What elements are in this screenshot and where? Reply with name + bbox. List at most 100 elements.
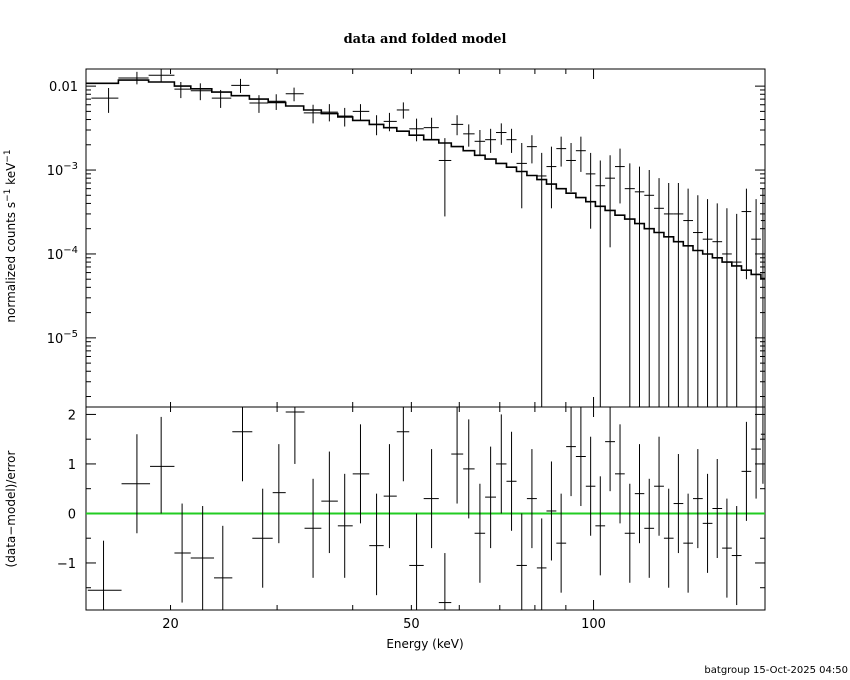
spectrum-data-point — [585, 152, 596, 229]
residual-data-point — [232, 407, 253, 482]
top-y-tick-label: 10−4 — [47, 245, 78, 263]
spectrum-data-point — [605, 155, 615, 248]
spectrum-data-point — [485, 128, 497, 153]
top-panel-frame — [85, 68, 766, 408]
residual-data-point — [352, 424, 370, 524]
bottom-panel-frame — [85, 406, 766, 611]
spectrum-data-point — [546, 146, 557, 209]
residual-data-point — [683, 493, 694, 593]
spectrum-data-point — [463, 124, 475, 147]
residual-data-point — [463, 419, 475, 519]
residual-data-point — [526, 449, 537, 549]
spectrum-data-point — [285, 87, 304, 102]
spectrum-data-point — [614, 148, 625, 204]
top-y-tick-label: 10−3 — [47, 161, 78, 179]
bottom-y-tick-label: −1 — [57, 557, 76, 572]
footer-timestamp: batgroup 15-Oct-2025 04:50 — [704, 665, 848, 676]
folded-model-step-line — [86, 79, 765, 280]
top-data-series — [91, 69, 765, 407]
residual-data-point — [474, 483, 486, 583]
spectrum-data-point — [575, 136, 586, 172]
spectrum-data-point — [409, 118, 424, 142]
spectrum-data-point — [751, 199, 761, 407]
residual-data-point — [337, 473, 353, 578]
residual-data-point — [369, 493, 384, 596]
residual-data-point — [644, 478, 655, 578]
tick-base: 10 — [47, 164, 64, 179]
residual-data-point — [87, 540, 122, 610]
residual-data-point — [731, 506, 742, 606]
spectrum-data-point — [369, 115, 384, 136]
residual-data-point — [272, 444, 286, 544]
residual-data-point — [614, 424, 625, 524]
residual-data-point — [595, 476, 606, 576]
ylabel-part-a: normalized counts s — [4, 202, 18, 323]
spectrum-data-point — [496, 123, 507, 145]
residual-data-point — [190, 506, 215, 610]
residual-data-point — [673, 454, 684, 554]
residual-data-point — [634, 444, 645, 544]
bottom-y-tick-label: 2 — [68, 408, 76, 423]
spectrum-data-point — [438, 138, 452, 217]
spectrum-data-point — [423, 117, 439, 140]
residual-data-point — [751, 407, 761, 499]
residual-data-point — [252, 488, 273, 588]
residual-data-point — [624, 483, 635, 583]
residual-data-point — [536, 518, 547, 610]
bottom-ytick-labels: 2 1 0 −1 — [57, 408, 76, 572]
tick-base: 10 — [47, 332, 64, 347]
spectrum-data-point — [741, 188, 752, 280]
x-tick-labels: 20 50 100 — [162, 617, 606, 632]
top-axis-ticks — [86, 69, 765, 407]
spectrum-data-point — [249, 95, 269, 113]
ylabel-part-a-sup: −1 — [3, 189, 13, 202]
spectrum-data-point — [702, 199, 713, 407]
spectrum-data-point — [321, 104, 338, 122]
spectrum-data-point — [303, 104, 322, 124]
residual-data-point — [496, 414, 507, 514]
residual-data-point — [174, 503, 191, 603]
residual-data-point — [556, 493, 567, 593]
tick-base: 10 — [47, 248, 64, 263]
spectrum-data-point — [118, 71, 149, 85]
bottom-panel: 2 1 0 −1 20 50 100 (data−model)/error Energy … — [4, 406, 766, 651]
residual-data-point — [722, 498, 732, 598]
residual-data-point — [321, 451, 338, 554]
spectrum-data-point — [624, 163, 635, 407]
residual-data-point — [409, 513, 424, 610]
spectrum-data-point — [536, 152, 547, 407]
spectrum-data-point — [731, 213, 742, 407]
spectrum-data-point — [760, 188, 765, 407]
residual-data-point — [438, 553, 452, 610]
residual-data-point — [485, 446, 497, 549]
top-y-axis-label: normalized counts s−1 keV−1 — [3, 149, 18, 322]
spectrum-data-point — [566, 143, 576, 192]
spectrum-data-point — [174, 81, 191, 99]
top-y-tick-label: 0.01 — [49, 80, 78, 95]
residual-data-point — [566, 407, 576, 497]
spectrum-data-point — [506, 128, 517, 153]
bottom-axis-ticks — [86, 407, 765, 610]
spectrum-data-point — [91, 87, 119, 113]
spectrum-data-point — [474, 130, 486, 156]
tick-base: 0.01 — [49, 80, 78, 95]
spectrum-data-point — [673, 183, 684, 407]
residual-data-point — [741, 421, 752, 521]
bottom-y-tick-label: 0 — [68, 507, 76, 522]
spectrum-data-point — [516, 143, 527, 209]
spectrum-data-point — [654, 178, 664, 407]
spectrum-data-point — [663, 183, 674, 407]
spectrum-data-point — [231, 78, 250, 93]
spectrum-data-point — [211, 89, 232, 108]
tick-exponent: −5 — [63, 329, 78, 340]
residual-data-point — [605, 407, 615, 492]
spectrum-data-point — [595, 160, 606, 407]
residual-data-point — [396, 407, 410, 482]
ylabel-part-b: keV — [4, 162, 18, 189]
residual-data-point — [150, 416, 175, 514]
residual-data-point — [585, 436, 596, 536]
spectrum-data-point — [634, 166, 645, 407]
residual-data-point — [702, 473, 713, 573]
residual-data-point — [760, 407, 765, 484]
